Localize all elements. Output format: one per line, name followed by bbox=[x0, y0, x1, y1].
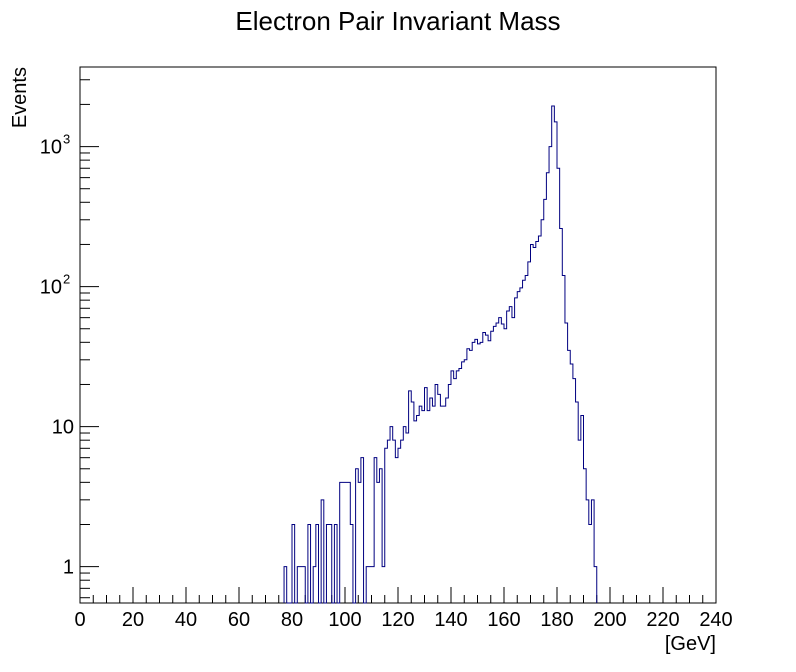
x-tick-label: 60 bbox=[228, 609, 250, 631]
x-tick-label: 40 bbox=[175, 609, 197, 631]
y-tick-label: 10 bbox=[52, 417, 74, 439]
y-tick-label: 1 bbox=[63, 557, 74, 579]
x-tick-label: 120 bbox=[381, 609, 414, 631]
x-tick-label: 80 bbox=[281, 609, 303, 631]
plot-frame bbox=[79, 66, 717, 604]
x-axis-label: [GeV] bbox=[665, 633, 716, 655]
x-tick-labels: 0 20 40 60 80 100 120 140 160 180 200 220 240 bbox=[74, 609, 732, 631]
x-tick-label: 240 bbox=[699, 609, 732, 631]
x-tick-label: 20 bbox=[122, 609, 144, 631]
x-tick-label: 180 bbox=[540, 609, 573, 631]
y-tick-label: 10 bbox=[40, 137, 62, 159]
x-tick-label: 200 bbox=[593, 609, 626, 631]
x-tick-label: 140 bbox=[434, 609, 467, 631]
y-axis-label: Events bbox=[9, 67, 31, 128]
histogram-series bbox=[283, 105, 598, 604]
y-tick-exponent: 2 bbox=[63, 272, 70, 287]
x-tick-label: 100 bbox=[328, 609, 361, 631]
y-tick-label: 10 bbox=[40, 277, 62, 299]
x-tick-label: 220 bbox=[646, 609, 679, 631]
y-tick-exponent: 3 bbox=[63, 132, 70, 147]
x-tick-label: 160 bbox=[487, 609, 520, 631]
x-tick-label: 0 bbox=[74, 609, 85, 631]
chart-title: Electron Pair Invariant Mass bbox=[235, 6, 561, 36]
axis-ticks bbox=[79, 79, 717, 603]
